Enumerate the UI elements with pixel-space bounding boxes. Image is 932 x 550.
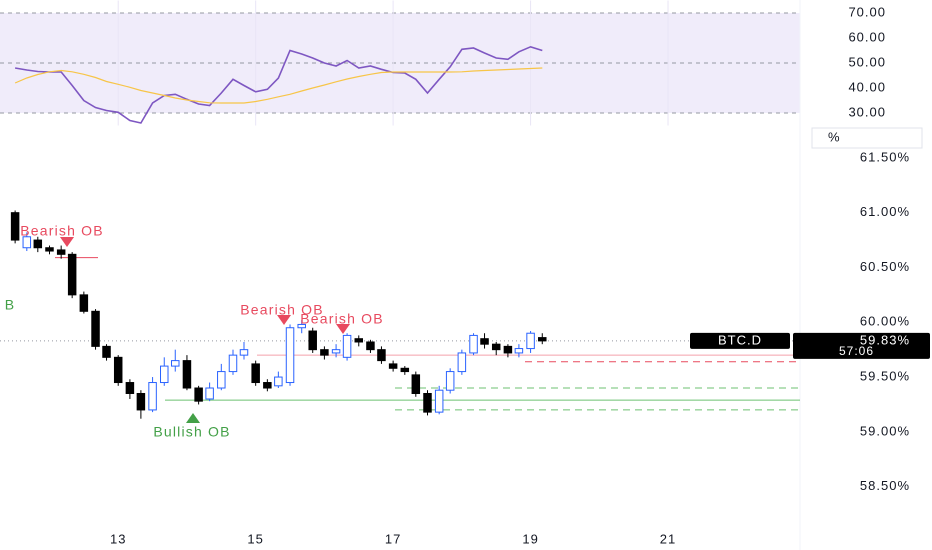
rsi-tick-label: 30.00 <box>848 104 886 119</box>
y-tick-label: 59.50% <box>860 368 910 383</box>
candle-body <box>469 334 478 354</box>
candle-body <box>228 354 238 373</box>
candle-body <box>342 334 352 358</box>
y-tick-label: 61.50% <box>860 149 910 164</box>
candle-body <box>377 349 386 362</box>
candle-body <box>320 349 329 356</box>
candle-body <box>297 323 306 329</box>
ob-marker <box>60 237 74 247</box>
x-tick-label: 15 <box>247 531 263 546</box>
symbol-box <box>690 332 790 349</box>
candle-body <box>148 382 157 411</box>
rsi-tick-label: 40.00 <box>848 79 886 94</box>
candle-body <box>239 349 249 356</box>
candle-body <box>251 363 260 384</box>
countdown-label: 57:06 <box>839 344 874 358</box>
ob-marker <box>277 315 291 325</box>
candle-body <box>194 387 203 402</box>
annotation: Bearish OB <box>300 311 384 327</box>
axis-unit: % <box>828 129 841 144</box>
rsi-line <box>14 45 543 124</box>
y-tick-label: 60.50% <box>860 259 910 274</box>
candle-body <box>514 348 524 354</box>
candle-body <box>366 341 375 351</box>
candle-body <box>388 363 398 369</box>
y-tick-label: 59.00% <box>860 423 910 438</box>
x-tick-label: 13 <box>110 531 126 546</box>
candle-body <box>354 338 364 343</box>
x-tick-label: 17 <box>385 531 401 546</box>
candle-body <box>423 392 432 413</box>
candle-body <box>125 382 135 394</box>
candle-body <box>91 310 100 347</box>
candle-body <box>67 253 77 296</box>
y-tick-label: 60.00% <box>860 314 910 329</box>
annotation: Bullish OB <box>153 424 230 440</box>
rsi-line <box>14 67 543 104</box>
candle-body <box>79 294 89 312</box>
candle-body <box>480 338 489 345</box>
candle-body <box>491 343 501 351</box>
candle-body <box>285 327 295 384</box>
candle-body <box>136 392 146 411</box>
candle-body <box>457 352 467 373</box>
x-tick-label: 21 <box>660 531 676 546</box>
rsi-tick-label: 70.00 <box>848 4 886 19</box>
rsi-tick-label: 50.00 <box>848 54 886 69</box>
candle-body <box>33 239 43 249</box>
candle-body <box>445 371 455 391</box>
annotation: B <box>5 297 16 313</box>
candle-body <box>411 374 421 394</box>
candle-body <box>331 349 341 354</box>
candle-body <box>113 356 123 384</box>
candle-body <box>434 389 444 413</box>
candle-body <box>22 236 32 249</box>
candle-body <box>217 371 226 389</box>
annotation: Bearish OB <box>20 223 104 239</box>
candle-body <box>45 247 54 252</box>
y-tick-label: 58.50% <box>860 478 910 493</box>
candle-body <box>171 360 180 367</box>
symbol-label: BTC.D <box>718 332 762 347</box>
candle-body <box>526 332 535 350</box>
candle-body <box>538 337 547 342</box>
candle-body <box>400 367 410 373</box>
unit-box <box>811 127 923 149</box>
candle-body <box>205 387 214 400</box>
candle-body <box>102 345 111 358</box>
candle-body <box>56 249 66 255</box>
candle-body <box>10 212 20 241</box>
candle-body <box>308 330 317 351</box>
ob-marker <box>336 324 350 334</box>
price-box <box>793 332 930 359</box>
y-tick-label: 61.00% <box>860 204 910 219</box>
candle-body <box>274 376 283 387</box>
x-tick-label: 19 <box>522 531 538 546</box>
candle-body <box>182 360 192 389</box>
annotation: Bearish OB <box>240 302 324 318</box>
last-price-label: 59.83% <box>860 332 910 347</box>
candle-body <box>263 382 272 389</box>
rsi-tick-label: 60.00 <box>848 29 886 44</box>
ob-marker <box>186 413 200 423</box>
candle-body <box>160 365 169 384</box>
candle-body <box>503 345 513 354</box>
